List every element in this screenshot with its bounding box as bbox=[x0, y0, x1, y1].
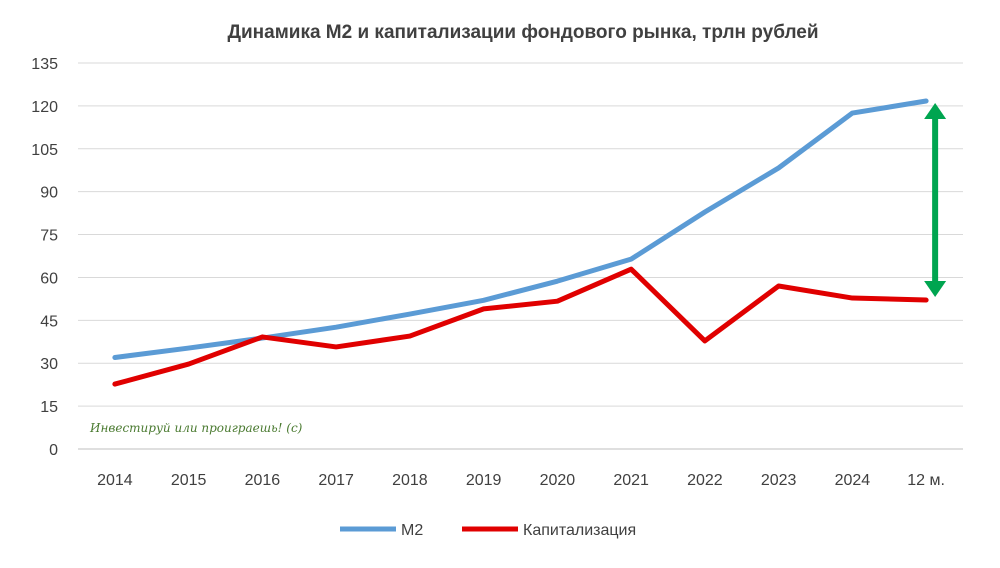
y-tick-label: 30 bbox=[40, 356, 58, 373]
gap-double-arrow bbox=[924, 103, 946, 297]
y-tick-label: 105 bbox=[31, 142, 58, 159]
chart-title: Динамика М2 и капитализации фондового ры… bbox=[227, 22, 818, 43]
x-tick-label: 2023 bbox=[761, 472, 797, 489]
x-tick-label: 2017 bbox=[318, 472, 354, 489]
legend-label: Капитализация bbox=[523, 522, 636, 539]
x-tick-label: 2020 bbox=[540, 472, 576, 489]
x-tick-label: 2018 bbox=[392, 472, 428, 489]
watermark: Инвестируй или проиграешь! (с) bbox=[89, 421, 303, 435]
series-line-m2 bbox=[115, 101, 926, 357]
y-tick-label: 135 bbox=[31, 56, 58, 73]
y-tick-label: 0 bbox=[49, 442, 58, 459]
y-tick-label: 60 bbox=[40, 270, 58, 287]
x-tick-label: 2016 bbox=[245, 472, 281, 489]
x-tick-label: 12 м. bbox=[907, 472, 945, 489]
x-tick-label: 2019 bbox=[466, 472, 502, 489]
y-tick-label: 45 bbox=[40, 313, 58, 330]
legend-label: М2 bbox=[401, 522, 423, 539]
arrow-head-down bbox=[924, 281, 946, 297]
legend: М2 Капитализация bbox=[340, 522, 636, 539]
x-tick-label: 2024 bbox=[835, 472, 871, 489]
y-tick-label: 15 bbox=[40, 399, 58, 416]
x-tick-label: 2015 bbox=[171, 472, 207, 489]
x-tick-label: 2022 bbox=[687, 472, 723, 489]
y-tick-label: 120 bbox=[31, 99, 58, 116]
x-tick-label: 2021 bbox=[613, 472, 649, 489]
y-tick-label: 90 bbox=[40, 185, 58, 202]
x-tick-label: 2014 bbox=[97, 472, 133, 489]
y-tick-label: 75 bbox=[40, 228, 58, 245]
series-line-capitalization bbox=[115, 269, 926, 384]
